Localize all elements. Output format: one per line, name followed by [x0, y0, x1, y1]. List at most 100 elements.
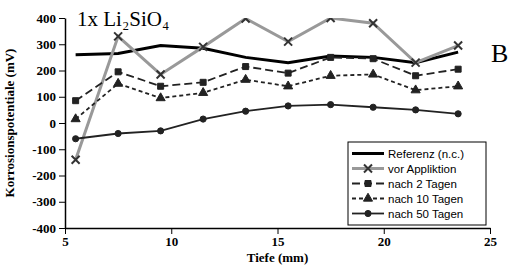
tick: 400: [37, 11, 66, 26]
tick-mark: [59, 176, 65, 177]
marker: [242, 18, 250, 23]
marker: [328, 54, 334, 60]
marker: [370, 104, 376, 110]
tick-label: -300: [32, 194, 56, 209]
tick: 20: [378, 228, 391, 249]
tick-mark: [59, 97, 65, 98]
marker: [285, 103, 291, 109]
legend-box: [348, 142, 486, 225]
tick-mark: [59, 228, 65, 229]
legend-label: nach 50 Tagen: [388, 208, 463, 220]
marker: [199, 43, 207, 51]
marker: [157, 70, 165, 78]
marker: [114, 32, 122, 40]
tick-label: -100: [32, 142, 56, 157]
tick: -100: [32, 142, 65, 157]
marker: [200, 116, 206, 122]
legend-item: nach 50 Tagen: [352, 208, 463, 220]
marker: [285, 70, 291, 76]
tick: -400: [32, 221, 65, 236]
tick: 300: [37, 37, 66, 52]
marker: [413, 107, 419, 113]
series-line: [76, 18, 459, 160]
tick-label: 10: [165, 234, 178, 249]
marker: [71, 114, 80, 122]
legend-marker: [364, 165, 372, 173]
tick-mark: [171, 228, 172, 234]
legend-marker: [365, 210, 371, 216]
marker: [455, 111, 461, 117]
tick: 0: [50, 116, 66, 131]
marker: [199, 88, 208, 96]
series-line: [76, 74, 459, 119]
legend-label: nach 10 Tagen: [388, 193, 463, 205]
marker: [284, 38, 292, 46]
legend-item: nach 2 Tagen: [352, 178, 457, 190]
tick-mark: [59, 71, 65, 72]
marker: [115, 130, 121, 136]
marker: [412, 59, 420, 67]
marker: [73, 98, 79, 104]
legend-label: nach 2 Tagen: [388, 178, 457, 190]
marker: [241, 74, 250, 82]
series-line: [76, 105, 459, 139]
x-axis: 5 10 15 20 25: [62, 228, 497, 249]
tick-label: 25: [484, 234, 498, 249]
marker: [243, 108, 249, 114]
marker: [114, 78, 123, 86]
marker: [200, 79, 206, 85]
legend-marker: [363, 193, 372, 201]
marker: [243, 64, 249, 70]
tick-label: -200: [32, 168, 56, 183]
tick: -200: [32, 168, 65, 183]
tick: 5: [62, 228, 69, 249]
tick: 10: [165, 228, 178, 249]
series-line: [76, 57, 459, 100]
tick-mark: [278, 228, 279, 234]
legend-label: Referenz (n.c.): [388, 148, 464, 160]
tick-label: 0: [50, 116, 57, 131]
tick-mark: [59, 149, 65, 150]
tick-label: 400: [37, 11, 57, 26]
marker: [369, 19, 377, 27]
marker: [158, 83, 164, 89]
tick: 100: [37, 89, 66, 104]
tick-mark: [59, 18, 65, 19]
chart: 510152025-400-300-200-1000100200300400Ti…: [0, 0, 510, 266]
legend: Referenz (n.c.) vor Appliktion nach 2 Tage…: [348, 142, 486, 225]
tick-label: 300: [37, 37, 57, 52]
legend-swatch: [352, 152, 384, 155]
tick-mark: [59, 44, 65, 45]
legend-item: nach 10 Tagen: [352, 193, 463, 205]
marker: [454, 81, 463, 89]
tick-label: -400: [32, 221, 56, 236]
legend-label: vor Appliktion: [388, 163, 456, 175]
y-axis-title: Korrosionspotentiale (mV): [2, 49, 17, 198]
marker: [454, 42, 462, 50]
marker: [73, 136, 79, 142]
tick-mark: [59, 202, 65, 203]
tick: 25: [484, 228, 498, 249]
marker: [370, 56, 376, 62]
tick: 15: [272, 228, 286, 249]
tick: 200: [37, 63, 66, 78]
marker: [328, 102, 334, 108]
tick-mark: [384, 228, 385, 234]
tick: -300: [32, 194, 65, 209]
legend-item: Referenz (n.c.): [352, 148, 464, 160]
tick-label: 20: [378, 234, 391, 249]
marker: [455, 66, 461, 72]
marker: [369, 69, 378, 77]
marker: [326, 70, 335, 78]
marker: [327, 18, 335, 22]
annotation: B: [491, 39, 508, 68]
marker: [156, 93, 165, 101]
legend-item: vor Appliktion: [352, 163, 456, 175]
tick-mark: [59, 123, 65, 124]
y-axis: -400 -300 -200 -100 0 100 200 300 400: [32, 11, 65, 236]
marker: [413, 73, 419, 79]
tick-mark: [65, 228, 66, 234]
tick-label: 15: [272, 234, 286, 249]
tick-mark: [490, 228, 491, 234]
legend-marker: [365, 181, 371, 187]
